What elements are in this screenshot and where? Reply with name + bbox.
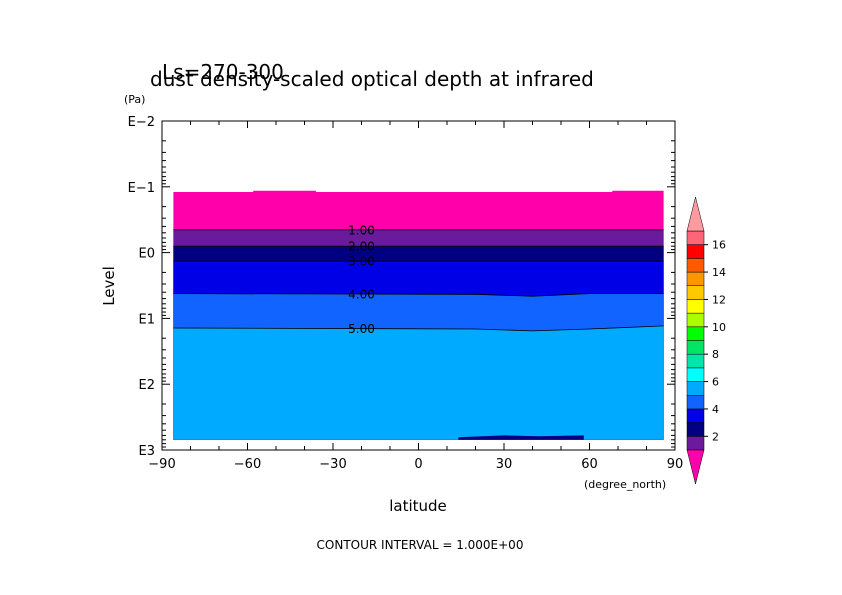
colorbar-tick-label: 16 bbox=[712, 239, 726, 252]
y-tick-label: E−1 bbox=[128, 181, 155, 196]
plot-area: 1.00 2.003.00 4.00 5.00 bbox=[173, 190, 664, 440]
colorbar-swatch bbox=[686, 285, 705, 300]
y-tick-label: E1 bbox=[139, 312, 156, 327]
y-tick-label: E3 bbox=[139, 444, 156, 459]
contour-label-1: 1.00 bbox=[348, 223, 375, 237]
colorbar-tick-label: 8 bbox=[712, 348, 719, 361]
chart-title: dust density-scaled optical depth at inf… bbox=[150, 67, 594, 91]
colorbar-swatch bbox=[686, 230, 705, 245]
x-axis-label: latitude bbox=[389, 497, 447, 515]
colorbar: 2 4 6 8 10 12 14 16 bbox=[686, 196, 726, 485]
contour-line-5 bbox=[173, 325, 664, 332]
colorbar-tick-label: 2 bbox=[712, 430, 719, 443]
band-bottom-feature bbox=[458, 435, 584, 440]
x-tick-label: −90 bbox=[148, 457, 175, 472]
colorbar-swatch bbox=[686, 408, 705, 423]
colorbar-tick-label: 10 bbox=[712, 321, 726, 334]
colorbar-over-arrow bbox=[686, 196, 705, 232]
colorbar-under-arrow bbox=[686, 449, 705, 485]
colorbar-swatch bbox=[686, 271, 705, 286]
colorbar-tick-label: 12 bbox=[712, 293, 726, 306]
colorbar-tick-label: 6 bbox=[712, 376, 719, 389]
x-tick-label: 30 bbox=[496, 457, 513, 472]
contour-label-3: 3.00 bbox=[348, 255, 375, 269]
axes-frame: −90 −60 −30 0 30 60 90 E−2 E−1 E0 E1 E2 E3 bbox=[128, 115, 684, 472]
x-axis-unit: (degree_north) bbox=[584, 478, 666, 491]
colorbar-swatch bbox=[686, 326, 705, 341]
x-tick-label: 0 bbox=[414, 457, 422, 472]
colorbar-swatch bbox=[686, 258, 705, 273]
y-tick-label: E0 bbox=[139, 247, 156, 262]
colorbar-swatch bbox=[686, 367, 705, 382]
colorbar-swatch bbox=[686, 395, 705, 410]
colorbar-tick-label: 4 bbox=[712, 403, 719, 416]
colorbar-swatch bbox=[686, 353, 705, 369]
colorbar-swatch bbox=[686, 436, 705, 451]
contour-interval-note: CONTOUR INTERVAL = 1.000E+00 bbox=[317, 538, 524, 552]
y-axis-unit: (Pa) bbox=[124, 93, 145, 106]
contour-label-2: 2.00 bbox=[348, 240, 375, 254]
y-tick-label: E2 bbox=[139, 378, 156, 393]
y-tick-label: E−2 bbox=[128, 115, 155, 130]
contour-label-5: 5.00 bbox=[348, 322, 375, 336]
colorbar-swatch bbox=[686, 299, 705, 314]
band-5-6 bbox=[173, 325, 664, 440]
colorbar-tick-label: 14 bbox=[712, 266, 726, 279]
colorbar-swatch bbox=[686, 244, 705, 259]
contour-label-4: 4.00 bbox=[348, 288, 375, 302]
contour-line-4 bbox=[173, 293, 664, 297]
x-tick-label: 90 bbox=[667, 457, 684, 472]
y-axis-label: Level bbox=[100, 266, 118, 306]
colorbar-swatch bbox=[686, 381, 705, 396]
x-tick-label: −60 bbox=[234, 457, 261, 472]
x-tick-label: −30 bbox=[319, 457, 346, 472]
chart-subtitle: Ls=270-300 bbox=[162, 60, 284, 84]
colorbar-swatch bbox=[686, 312, 705, 328]
colorbar-swatch bbox=[686, 340, 705, 355]
colorbar-swatch bbox=[686, 422, 705, 437]
x-tick-label: 60 bbox=[581, 457, 598, 472]
